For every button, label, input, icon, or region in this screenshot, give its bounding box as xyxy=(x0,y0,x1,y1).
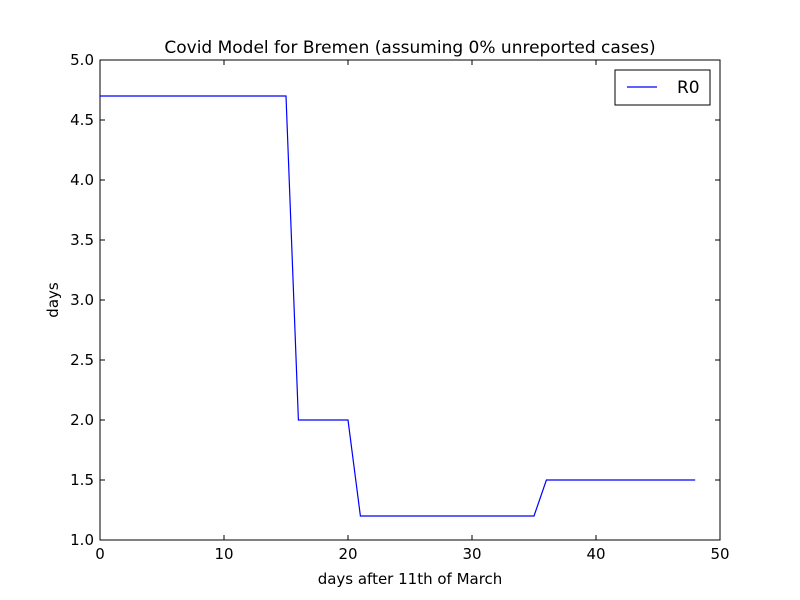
x-tick-label: 40 xyxy=(586,545,605,563)
y-tick-label: 4.0 xyxy=(70,171,94,189)
x-tick-label: 10 xyxy=(214,545,233,563)
y-axis-label: days xyxy=(44,282,62,318)
y-axis: 1.0 1.5 2.0 2.5 3.0 3.5 4.0 4.5 5.0 xyxy=(70,51,720,549)
y-tick-label: 1.0 xyxy=(70,531,94,549)
y-tick-label: 4.5 xyxy=(70,111,94,129)
legend-box xyxy=(614,69,711,106)
series-layer xyxy=(100,95,696,517)
y-tick-label: 3.5 xyxy=(70,231,94,249)
legend-label-r0: R0 xyxy=(677,78,700,98)
plot-area xyxy=(99,59,721,541)
y-tick-label: 2.5 xyxy=(70,351,94,369)
series-line-r0 xyxy=(100,95,696,517)
x-tick-label: 0 xyxy=(95,545,105,563)
x-tick-label: 20 xyxy=(338,545,357,563)
y-tick-label: 3.0 xyxy=(70,291,94,309)
x-axis: 0 10 20 30 40 50 xyxy=(95,60,730,563)
legend: R0 xyxy=(614,69,711,106)
x-tick-label: 50 xyxy=(710,545,729,563)
y-tick-label: 2.0 xyxy=(70,411,94,429)
y-tick-label: 1.5 xyxy=(70,471,94,489)
x-axis-label: days after 11th of March xyxy=(318,570,503,588)
y-tick-label: 5.0 xyxy=(70,51,94,69)
plot-frame xyxy=(99,59,721,541)
x-tick-label: 30 xyxy=(462,545,481,563)
chart-title: Covid Model for Bremen (assuming 0% unre… xyxy=(164,38,655,58)
